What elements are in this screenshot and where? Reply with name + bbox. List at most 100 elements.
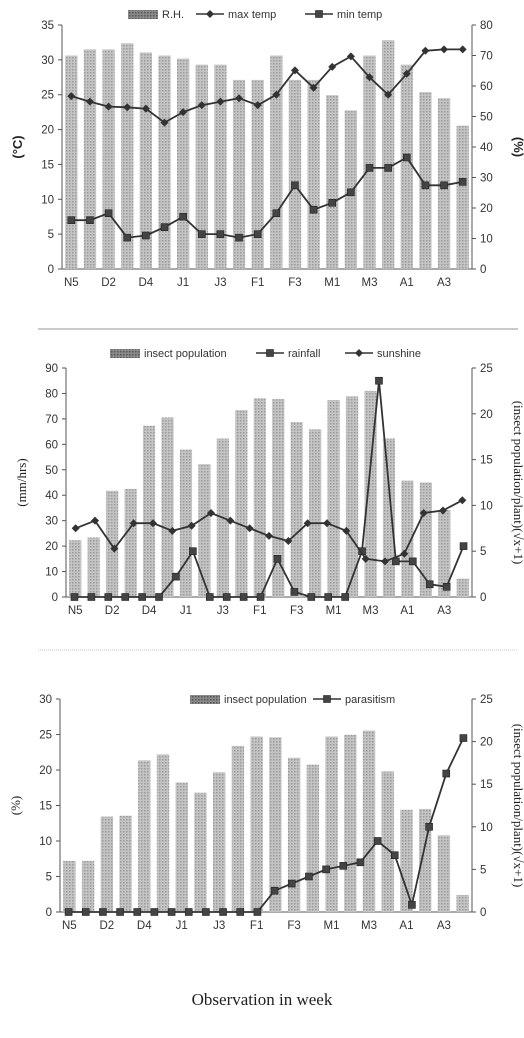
chart-rainfall-sunshine: 0 10 20 30 40 50 60 70 80 90 0 5 10 15 20 25 N5 D2 D4 J1 J3 F…: [14, 348, 524, 617]
series-point: [265, 531, 273, 540]
series-point: [384, 90, 393, 99]
x-tick-label: D4: [137, 920, 152, 932]
series-point: [86, 216, 94, 224]
chart-weather-temp-rh: 0 5 10 15 20 25 30 35 0 10 20 30 40 50 60 70 80 N5 D2 D4 J1 J…: [10, 9, 524, 289]
series-point: [419, 509, 428, 518]
y-axis-title: (mm/hrs): [14, 458, 29, 506]
series-point: [384, 164, 392, 172]
series-point: [235, 233, 243, 242]
y2-tick-label: 20: [480, 737, 493, 749]
y-tick-label: 90: [45, 363, 58, 375]
bar: [363, 55, 376, 269]
y-tick-label: 20: [39, 765, 52, 777]
y2-tick-label: 0: [480, 264, 486, 276]
y-tick-label: 30: [41, 55, 54, 67]
y-tick-label: 25: [39, 730, 52, 742]
y2-tick-label: 5: [480, 546, 486, 558]
bar: [198, 464, 211, 597]
x-tick-label: M3: [362, 277, 378, 289]
series-point: [202, 908, 210, 916]
y2-tick-label: 0: [480, 592, 486, 604]
series-point: [342, 526, 351, 535]
bar: [231, 745, 245, 912]
series-line: [71, 156, 463, 239]
series-point: [309, 205, 318, 214]
legend-label: max temp: [228, 9, 276, 21]
bar: [142, 425, 156, 597]
series-point: [121, 593, 130, 601]
y-tick-label: 5: [48, 229, 54, 241]
bar: [156, 754, 170, 912]
bar: [100, 816, 113, 912]
series-point: [365, 73, 374, 82]
bar: [401, 480, 414, 597]
y-tick-label: 20: [45, 541, 58, 553]
series-point: [167, 908, 176, 916]
bar: [344, 734, 357, 912]
series-point: [104, 209, 113, 218]
series-point: [179, 212, 187, 221]
x-tick-label: F1: [250, 920, 263, 932]
series-point: [235, 94, 244, 103]
series-point: [291, 181, 299, 190]
series-point: [442, 583, 451, 591]
y-tick-label: 40: [45, 490, 58, 502]
x-tick-label: J3: [213, 920, 225, 932]
series-point: [138, 593, 146, 601]
series-point: [309, 83, 318, 92]
series-point: [256, 593, 265, 601]
bar: [382, 438, 396, 597]
bar: [287, 757, 301, 912]
x-tick-label: M1: [324, 920, 340, 932]
series-point: [440, 181, 448, 190]
x-tick-label: N5: [62, 920, 77, 932]
x-tick-label: F3: [290, 605, 303, 617]
y2-tick-label: 15: [480, 455, 493, 467]
series-point: [239, 593, 248, 601]
series-point: [150, 908, 159, 916]
bar: [309, 429, 322, 597]
bar: [270, 55, 283, 269]
x-tick-label: A3: [437, 605, 451, 617]
series-point: [270, 886, 279, 895]
series-point: [133, 908, 142, 916]
series-point: [222, 593, 231, 601]
series-point: [381, 557, 389, 566]
series-point: [67, 216, 76, 224]
series-point: [104, 593, 113, 601]
y-tick-label: 20: [41, 125, 54, 137]
series-point: [408, 901, 416, 909]
x-tick-label: A1: [400, 605, 414, 617]
series-point: [160, 118, 169, 127]
bar: [307, 79, 320, 270]
y2-tick-label: 10: [480, 822, 493, 834]
x-tick-label: J1: [177, 277, 189, 289]
series-point: [149, 519, 157, 528]
x-tick-label: D2: [101, 277, 116, 289]
y2-tick-label: 60: [480, 81, 493, 93]
bar: [87, 537, 100, 597]
legend-label: R.H.: [162, 9, 184, 21]
series-point: [459, 542, 468, 550]
x-tick-label: J3: [217, 605, 229, 617]
bar: [325, 736, 338, 912]
series-point: [400, 549, 409, 558]
bar: [400, 64, 413, 270]
y-tick-label: 0: [48, 264, 54, 276]
series-point: [253, 908, 262, 916]
series-point: [207, 509, 215, 518]
bar: [251, 79, 264, 270]
series-point: [142, 231, 150, 240]
y-tick-label: 5: [46, 872, 52, 884]
series-point: [287, 879, 296, 888]
y-tick-label: 80: [45, 388, 58, 400]
series-point: [323, 519, 331, 528]
series-point: [110, 544, 119, 553]
bar: [235, 410, 248, 597]
bar: [419, 92, 432, 269]
series-point: [104, 102, 113, 111]
y-tick-label: 15: [41, 159, 54, 171]
series-point: [365, 164, 374, 172]
series-point: [216, 230, 225, 238]
series-point: [245, 524, 254, 533]
